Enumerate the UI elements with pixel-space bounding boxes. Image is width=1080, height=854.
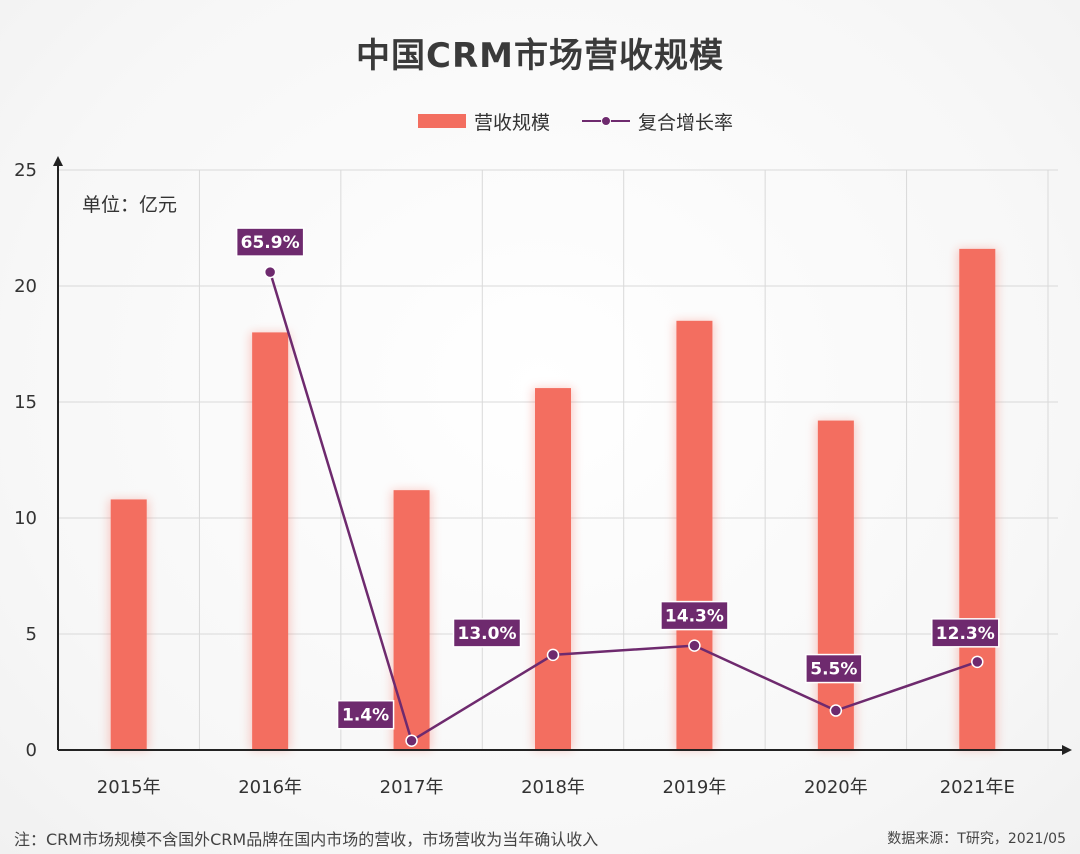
legend-line-swatch-icon xyxy=(582,114,630,128)
bar xyxy=(393,490,430,750)
data-label: 1.4% xyxy=(342,706,389,726)
data-label: 65.9% xyxy=(241,233,300,253)
bar xyxy=(535,388,571,750)
legend-label-revenue: 营收规模 xyxy=(474,111,551,134)
data-label-box xyxy=(660,600,729,631)
data-label-box xyxy=(336,699,395,730)
x-tick-label: 2015年 xyxy=(97,777,161,798)
y-tick-label: 0 xyxy=(26,740,37,761)
data-label-box xyxy=(931,618,1000,648)
y-tick-label: 10 xyxy=(14,508,37,529)
bar xyxy=(676,320,713,750)
x-tick-label: 2019年 xyxy=(663,777,727,798)
data-label-box xyxy=(805,653,863,684)
bar xyxy=(817,420,854,750)
data-label-box xyxy=(452,618,522,648)
legend-item-revenue: 营收规模 xyxy=(418,108,550,134)
bar xyxy=(252,332,289,750)
growth-point xyxy=(263,265,277,279)
bar xyxy=(959,248,996,750)
legend: 营收规模 复合增长率 xyxy=(0,108,1080,134)
y-axis-arrow-icon xyxy=(53,156,63,166)
footnote: 注：CRM市场规模不含国外CRM品牌在国内市场的营收，市场营收为当年确认收入 xyxy=(14,830,599,849)
x-tick-label: 2017年 xyxy=(380,777,444,798)
bar xyxy=(110,499,147,750)
growth-line xyxy=(268,271,978,743)
growth-point xyxy=(829,704,843,717)
x-tick-label: 2020年 xyxy=(804,777,868,798)
y-tick-label: 5 xyxy=(26,624,37,645)
source-note: 数据来源：T研究，2021/05 xyxy=(887,831,1066,847)
x-tick-label: 2021年E xyxy=(940,777,1015,798)
x-tick-label: 2016年 xyxy=(238,777,302,798)
data-label: 14.3% xyxy=(665,607,724,627)
growth-point xyxy=(546,648,560,662)
legend-label-growth: 复合增长率 xyxy=(638,111,734,134)
data-label: 5.5% xyxy=(810,660,857,680)
growth-point xyxy=(971,655,984,669)
legend-bar-swatch-icon xyxy=(418,114,466,128)
growth-point xyxy=(405,734,418,747)
y-tick-label: 25 xyxy=(14,160,37,181)
unit-label: 单位：亿元 xyxy=(82,194,178,216)
data-label: 13.0% xyxy=(458,624,517,644)
x-tick-label: 2018年 xyxy=(521,777,585,798)
y-tick-label: 20 xyxy=(14,276,37,297)
legend-item-growth: 复合增长率 xyxy=(582,108,733,134)
data-label: 12.3% xyxy=(936,624,995,644)
growth-point xyxy=(688,639,701,652)
x-axis-arrow-icon xyxy=(1062,745,1072,755)
chart-title: 中国CRM市场营收规模 xyxy=(356,36,724,76)
y-tick-label: 15 xyxy=(14,392,37,413)
data-label-box xyxy=(235,227,305,257)
